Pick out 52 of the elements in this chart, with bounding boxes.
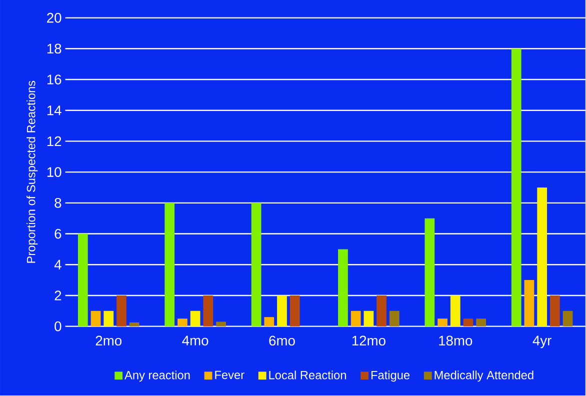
bar xyxy=(511,48,522,327)
bar xyxy=(78,234,88,327)
bar xyxy=(438,318,448,327)
bar xyxy=(537,188,548,327)
y-tick-label: 12 xyxy=(47,136,62,146)
x-tick-label: 18mo xyxy=(439,336,472,346)
x-tick-label: 4yr xyxy=(532,336,552,348)
x-tick-label: 6mo xyxy=(269,336,295,346)
y-tick-label: 10 xyxy=(47,167,62,178)
legend-label: Fever xyxy=(215,371,244,380)
legend-label: Any reaction xyxy=(124,370,190,382)
y-tick-label: 16 xyxy=(47,74,62,85)
bar xyxy=(364,311,374,327)
bar xyxy=(290,296,300,327)
bar xyxy=(190,311,200,327)
y-tick-label: 2 xyxy=(54,290,62,301)
bar xyxy=(389,311,400,327)
legend-label: Fatigue xyxy=(371,370,410,382)
bar xyxy=(251,203,262,327)
legend-label: Medically Attended xyxy=(434,370,534,382)
y-tick-label: 4 xyxy=(54,260,62,270)
y-tick-label: 14 xyxy=(47,106,62,116)
bar xyxy=(203,296,214,327)
bar xyxy=(129,322,140,327)
x-tick-label: 12mo xyxy=(352,336,386,346)
bar xyxy=(116,296,126,327)
y-tick-label: 6 xyxy=(54,229,62,239)
bar xyxy=(178,318,188,327)
bar xyxy=(216,322,226,327)
y-axis-title: Proportion of Suspected Reactions xyxy=(26,81,38,263)
y-tick-label: 8 xyxy=(54,198,62,208)
legend-label: Local Reaction xyxy=(269,370,346,380)
bar xyxy=(164,203,175,327)
bar xyxy=(424,218,435,327)
bar xyxy=(476,318,486,327)
bar xyxy=(104,311,114,327)
bar xyxy=(338,249,348,327)
bar xyxy=(376,296,386,327)
bar xyxy=(550,296,560,327)
bar xyxy=(463,318,474,327)
y-tick-label: 0 xyxy=(54,322,62,332)
bar xyxy=(350,311,361,327)
bar xyxy=(90,311,101,327)
bar xyxy=(524,280,534,327)
x-tick-label: 4mo xyxy=(182,336,208,346)
y-tick-label: 20 xyxy=(47,13,62,23)
x-tick-label: 2mo xyxy=(96,336,122,346)
bar xyxy=(450,296,460,327)
bar xyxy=(562,311,573,327)
y-tick-label: 18 xyxy=(47,44,62,54)
bar xyxy=(264,317,274,327)
bar xyxy=(277,296,287,327)
